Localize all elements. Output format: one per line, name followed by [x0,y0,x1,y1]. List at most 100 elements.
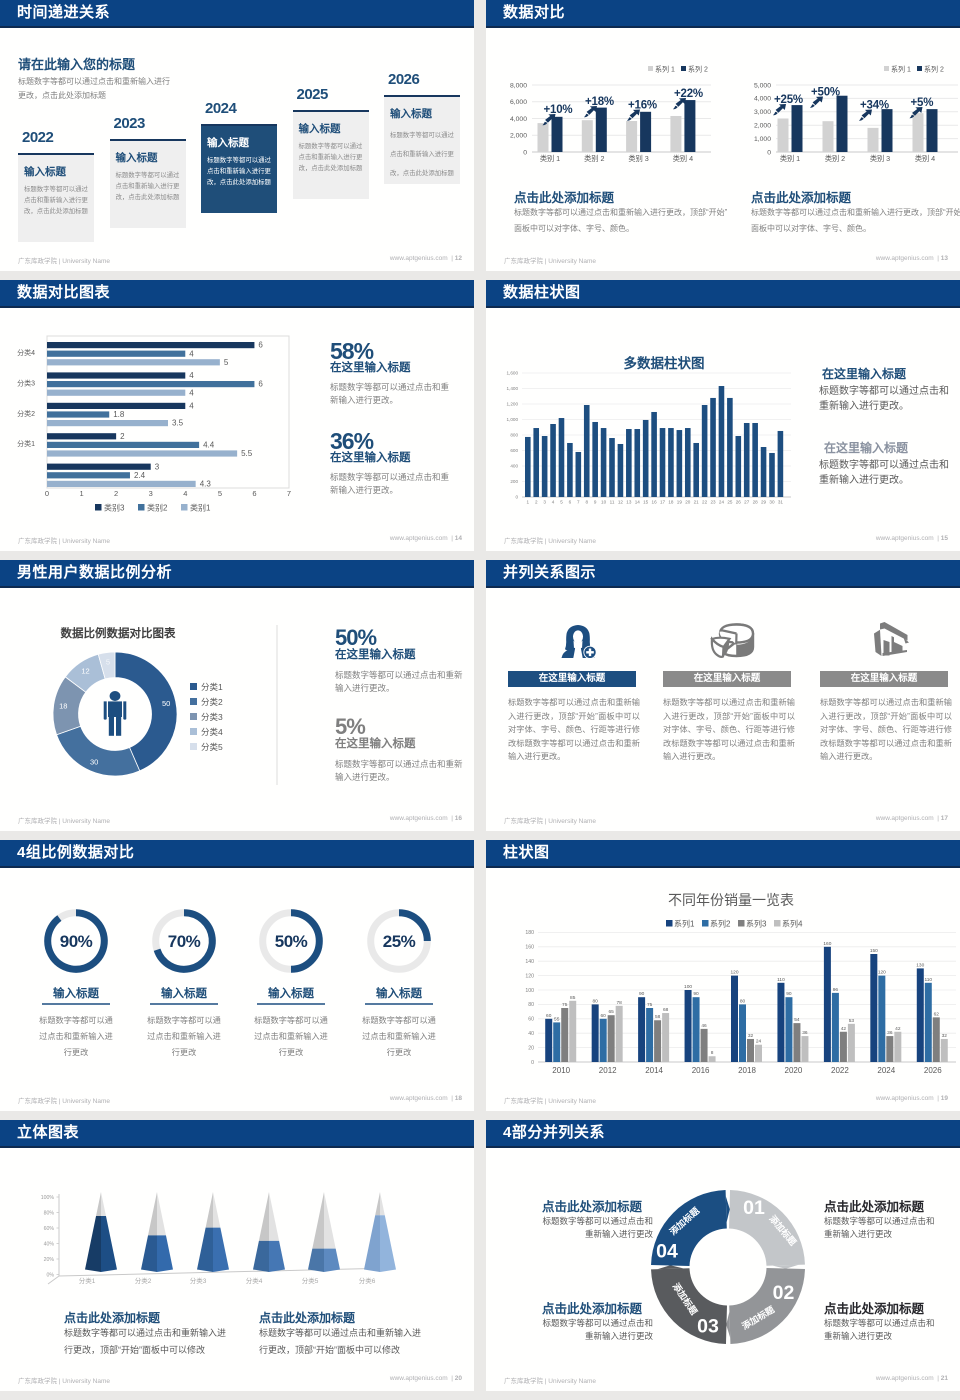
svg-text:02: 02 [773,1282,795,1304]
svg-text:类别 4: 类别 4 [915,154,935,163]
svg-text:6: 6 [258,341,263,350]
svg-text:30: 30 [90,757,98,766]
svg-text:2: 2 [114,489,118,498]
svg-text:类别 1: 类别 1 [780,154,800,163]
svg-text:14: 14 [635,500,641,505]
svg-text:数据比例数据对比图表: 数据比例数据对比图表 [61,626,176,640]
svg-text:110: 110 [924,977,932,983]
svg-text:2016: 2016 [692,1066,710,1075]
svg-text:29: 29 [761,500,767,505]
svg-text:4: 4 [189,371,194,380]
svg-text:3: 3 [543,500,546,505]
svg-text:5: 5 [218,489,222,498]
svg-text:系列 1: 系列 1 [891,65,911,74]
svg-text:22: 22 [702,500,708,505]
svg-text:0: 0 [523,149,527,156]
svg-text:类别 2: 类别 2 [825,154,845,163]
svg-text:5: 5 [560,500,563,505]
svg-text:31: 31 [778,500,784,505]
svg-text:分类3: 分类3 [201,712,223,722]
svg-text:15: 15 [643,500,649,505]
svg-text:分类3: 分类3 [17,378,35,387]
svg-text:系列3: 系列3 [746,919,767,929]
svg-text:120: 120 [730,970,738,976]
svg-text:5,000: 5,000 [754,82,771,89]
svg-text:80%: 80% [44,1211,55,1217]
svg-text:46: 46 [701,1023,707,1029]
svg-text:+22%: +22% [674,88,703,100]
svg-text:90%: 90% [60,932,93,951]
svg-text:25%: 25% [383,932,416,951]
svg-text:03: 03 [697,1316,719,1338]
svg-text:8,000: 8,000 [510,82,527,89]
svg-text:分类1: 分类1 [79,1276,96,1285]
svg-text:130: 130 [916,962,924,968]
svg-text:11: 11 [610,500,615,505]
svg-text:20: 20 [685,500,691,505]
svg-text:3: 3 [149,489,153,498]
svg-text:20%: 20% [44,1257,55,1263]
svg-text:1,000: 1,000 [754,136,771,143]
svg-text:7: 7 [577,500,580,505]
svg-text:4: 4 [189,349,194,358]
svg-text:分类2: 分类2 [135,1276,152,1285]
svg-text:17: 17 [660,500,666,505]
svg-text:180: 180 [525,930,534,936]
svg-text:0: 0 [45,489,49,498]
svg-text:1,200: 1,200 [507,402,519,407]
svg-text:800: 800 [510,433,518,438]
svg-text:90: 90 [786,991,792,997]
svg-text:3,000: 3,000 [754,109,771,116]
svg-text:26: 26 [736,500,742,505]
svg-text:2: 2 [535,500,538,505]
svg-text:12: 12 [81,666,89,675]
svg-text:+5%: +5% [911,97,934,109]
svg-text:54: 54 [794,1017,800,1023]
svg-text:13: 13 [626,500,632,505]
svg-text:不同年份销量一览表: 不同年份销量一览表 [668,892,794,908]
svg-text:120: 120 [525,973,534,979]
svg-text:0: 0 [515,495,518,500]
svg-text:30: 30 [769,500,775,505]
svg-text:150: 150 [870,948,878,954]
svg-text:40%: 40% [44,1242,55,1248]
svg-text:32: 32 [748,1033,754,1039]
svg-text:4.4: 4.4 [203,441,215,450]
svg-text:7: 7 [287,489,291,498]
svg-text:类别3: 类别3 [104,503,125,513]
svg-text:27: 27 [744,500,750,505]
svg-text:0: 0 [767,149,771,156]
svg-text:58: 58 [655,1014,661,1020]
svg-text:25: 25 [727,500,733,505]
svg-text:70%: 70% [168,932,201,951]
svg-text:1: 1 [527,500,530,505]
svg-text:2020: 2020 [785,1066,803,1075]
svg-text:53: 53 [849,1018,855,1024]
svg-text:2024: 2024 [877,1066,895,1075]
svg-text:23: 23 [710,500,716,505]
svg-text:类别 2: 类别 2 [584,154,604,163]
svg-text:16: 16 [652,500,658,505]
svg-text:55: 55 [554,1016,560,1022]
svg-text:65: 65 [608,1009,614,1015]
svg-text:8: 8 [585,500,588,505]
svg-text:2.4: 2.4 [134,471,146,480]
svg-text:20: 20 [528,1045,534,1051]
svg-text:60%: 60% [44,1226,55,1232]
svg-text:+16%: +16% [628,100,657,112]
svg-text:96: 96 [833,987,839,993]
svg-text:类别 1: 类别 1 [540,154,560,163]
svg-text:36: 36 [802,1030,808,1036]
svg-text:2022: 2022 [831,1066,849,1075]
svg-text:160: 160 [823,941,831,947]
svg-text:6: 6 [569,500,572,505]
svg-text:类别 4: 类别 4 [673,154,693,163]
svg-text:4: 4 [552,500,555,505]
svg-text:4.3: 4.3 [200,480,212,489]
svg-text:分类1: 分类1 [17,439,35,448]
svg-text:3.5: 3.5 [172,419,184,428]
svg-text:分类4: 分类4 [201,727,223,737]
svg-text:1,400: 1,400 [507,386,519,391]
svg-text:18: 18 [59,702,67,711]
svg-text:21: 21 [694,500,700,505]
